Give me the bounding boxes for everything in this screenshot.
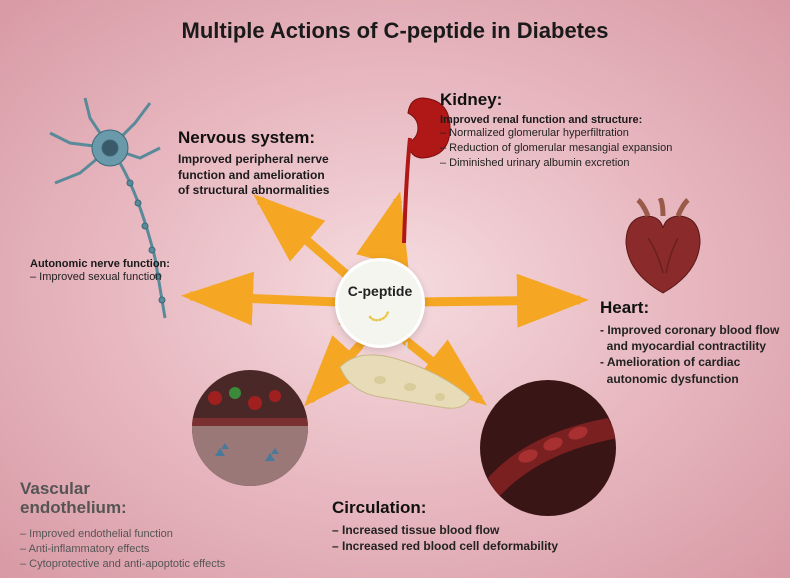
kidney-bullet-2: – Diminished urinary albumin excretion <box>440 156 760 171</box>
vascular-bullet-2: – Cytoprotective and anti-apoptotic effe… <box>20 557 280 572</box>
arrow-heart <box>415 300 580 302</box>
center-label: C-peptide <box>348 283 413 299</box>
vascular-text: Vascular endothelium: – Improved endothe… <box>20 480 280 572</box>
heart-bullet-2: - Amelioration of cardiac <box>600 354 785 370</box>
vascular-bullet-1: – Anti-inflammatory effects <box>20 542 280 557</box>
peptide-icon <box>365 303 395 323</box>
vascular-bullet-0: – Improved endothelial function <box>20 527 280 542</box>
kidney-text: Kidney: Improved renal function and stru… <box>440 90 760 171</box>
circulation-bullet-0: – Increased tissue blood flow <box>332 522 612 538</box>
kidney-bullet-1: – Reduction of glomerular mesangial expa… <box>440 141 760 156</box>
heart-heading: Heart: <box>600 298 785 318</box>
circulation-illustration <box>478 378 618 518</box>
kidney-subhead: Improved renal function and structure: <box>440 114 760 126</box>
vascular-illustration <box>190 368 310 488</box>
autonomic-subhead: Autonomic nerve function: <box>30 258 200 270</box>
heart-text: Heart: - Improved coronary blood flow an… <box>600 298 785 387</box>
heart-bullet-3: autonomic dysfunction <box>600 371 785 387</box>
circulation-text: Circulation: – Increased tissue blood fl… <box>332 498 612 554</box>
autonomic-text: Autonomic nerve function: – Improved sex… <box>30 258 200 285</box>
heart-bullet-0: - Improved coronary blood flow <box>600 322 785 338</box>
arrow-nervous <box>260 200 348 276</box>
kidney-heading: Kidney: <box>440 90 760 110</box>
heart-illustration <box>608 198 718 298</box>
autonomic-bullet-0: – Improved sexual function <box>30 270 200 285</box>
pancreas-illustration <box>330 342 480 422</box>
nervous-subhead: Improved peripheral nerve function and a… <box>178 152 398 199</box>
neuron-illustration <box>40 88 200 328</box>
nervous-text: Nervous system: Improved peripheral nerv… <box>178 128 398 199</box>
kidney-bullet-0: – Normalized glomerular hyperfiltration <box>440 126 760 141</box>
nervous-heading: Nervous system: <box>178 128 398 148</box>
arrow-autonomic <box>190 296 338 302</box>
circulation-bullet-1: – Increased red blood cell deformability <box>332 538 612 554</box>
vascular-heading: Vascular endothelium: <box>20 480 280 517</box>
center-hub: C-peptide <box>335 258 425 348</box>
circulation-heading: Circulation: <box>332 498 612 518</box>
heart-bullet-1: and myocardial contractility <box>600 338 785 354</box>
